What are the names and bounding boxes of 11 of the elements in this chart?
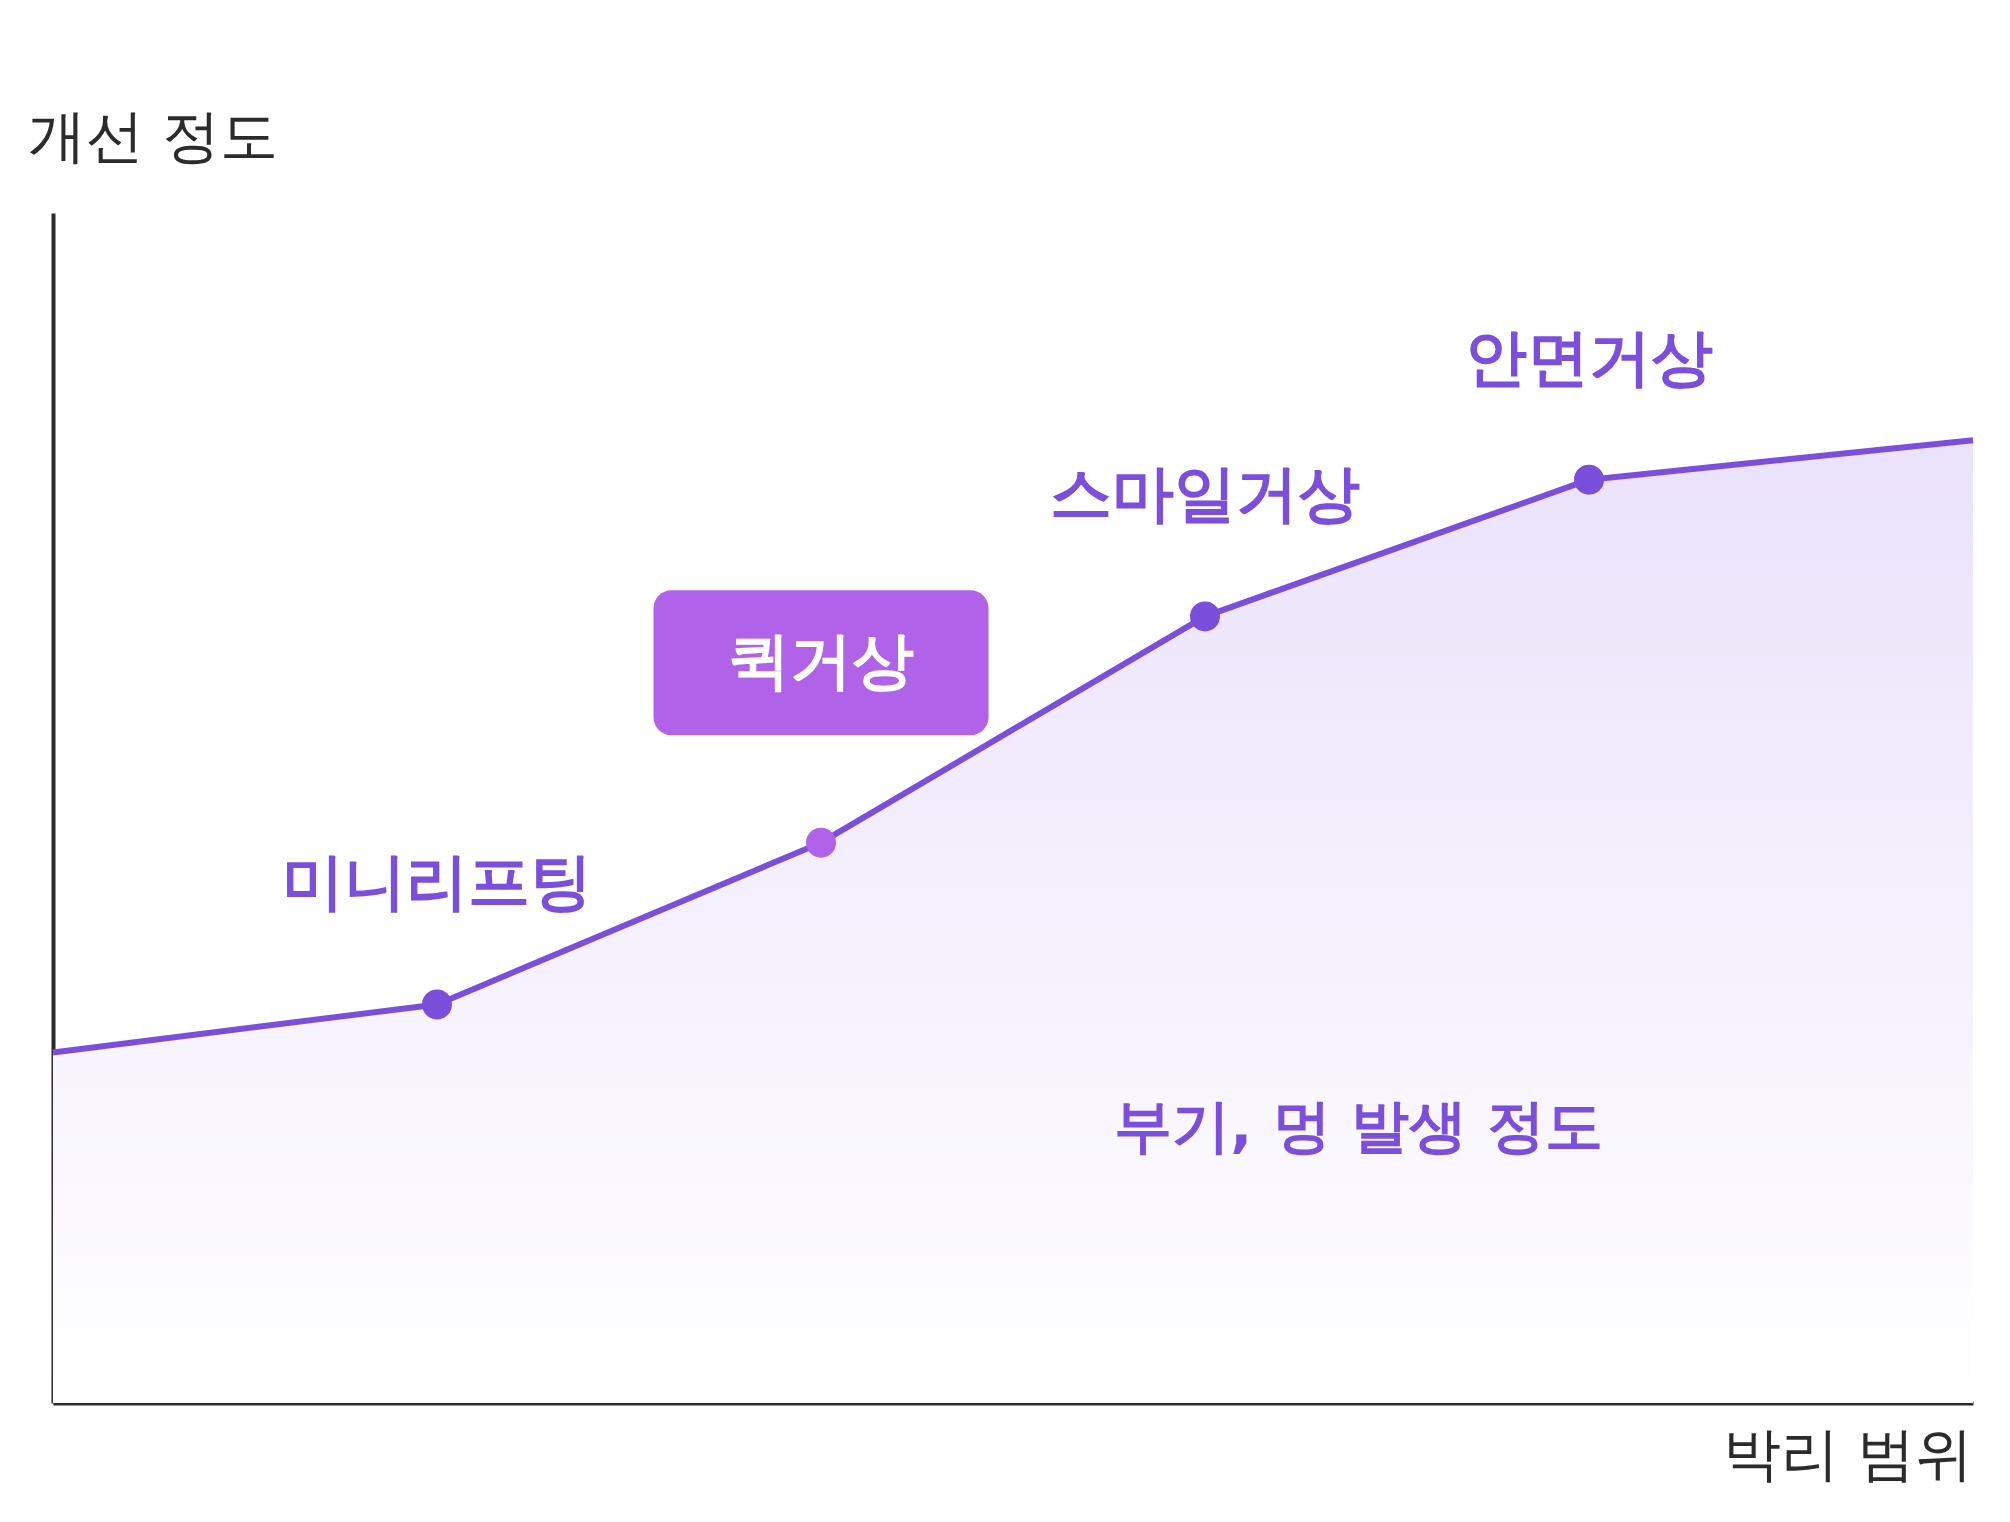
point	[1190, 601, 1220, 632]
point	[422, 989, 452, 1020]
annotation: 부기, 멍 발생 정도	[1114, 1092, 1603, 1161]
y-axis-title: 개선 정도	[28, 102, 279, 170]
point	[1574, 464, 1604, 495]
x-tick-label: 퀵거상	[728, 623, 914, 697]
x-axis-title: 박리 범위	[1722, 1420, 1973, 1488]
x-tick-label: 안면거상	[1465, 320, 1713, 394]
x-tick-label: 미니리프팅	[282, 845, 592, 919]
x-tick-label: 스마일거상	[1050, 457, 1360, 531]
point	[806, 827, 836, 858]
